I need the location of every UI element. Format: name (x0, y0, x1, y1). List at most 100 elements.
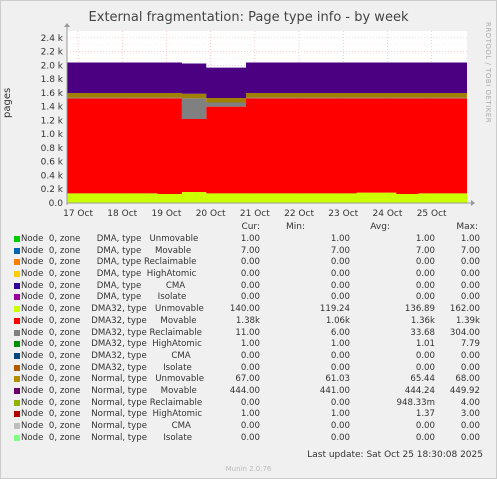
legend-row: Node 0, zone DMA, type CMA 0.00 0.00 0.00 0.… (0, 281, 497, 293)
munin-version: Munin 2.0.76 (225, 465, 272, 473)
legend-cur: 0.00 (240, 257, 260, 268)
area-series-0 (67, 191, 467, 203)
legend-min: 1.00 (330, 234, 350, 244)
legend-avg: 7.00 (415, 245, 435, 256)
legend-row: Node 0, zone DMA32, type CMA 0.00 0.00 0.00… (0, 351, 497, 363)
chart-title: External fragmentation: Page type info -… (88, 10, 409, 25)
legend-row: Node 0, zone Normal, type Movable 444.00 4… (0, 386, 497, 398)
legend-swatch (14, 376, 20, 383)
legend-min: 0.00 (330, 280, 350, 291)
legend-min: 7.00 (330, 245, 350, 256)
legend-swatch (14, 271, 20, 278)
legend-row: Node 0, zone DMA, type Unmovable 1.00 1.00… (0, 234, 497, 246)
legend-min: 0.00 (330, 257, 350, 268)
legend-swatch (14, 306, 20, 313)
legend-swatch (14, 399, 20, 406)
legend-avg: 1.36k (410, 315, 435, 326)
legend-swatch (14, 352, 20, 359)
legend-row: Node 0, zone DMA32, type Movable 1.38k 1.0… (0, 316, 497, 328)
legend-label: Node 0, zone Normal, type Unmovable (21, 374, 205, 385)
legend-min: 0.00 (330, 432, 350, 443)
legend-cur: 1.00 (240, 409, 260, 420)
y-tick-label: 0.2 k (41, 185, 64, 195)
legend-avg: 0.00 (415, 362, 435, 373)
legend-cur: 11.00 (235, 327, 260, 338)
legend-avg: 1.37 (415, 409, 435, 420)
legend-max: 0.00 (460, 257, 480, 268)
x-tick-label: 19 Oct (152, 209, 182, 219)
x-axis-arrow (471, 200, 475, 206)
legend-label: Node 0, zone DMA32, type Unmovable (21, 304, 204, 315)
legend-avg: 0.00 (415, 257, 435, 268)
x-tick-label: 25 Oct (417, 209, 447, 219)
legend-label: Node 0, zone Normal, type HighAtomic (21, 409, 203, 420)
y-tick-label: 1.2 k (41, 116, 64, 126)
legend-cur: 0.00 (240, 269, 260, 280)
legend-max: 0.00 (460, 421, 480, 431)
legend-label: Node 0, zone DMA, type CMA (21, 280, 186, 291)
legend-label: Node 0, zone DMA32, type Movable (21, 315, 197, 326)
legend-avg: 0.00 (415, 432, 435, 443)
legend-min: 0.00 (330, 292, 350, 303)
legend-swatch (14, 282, 20, 289)
legend-row: Node 0, zone Normal, type Unmovable 67.00… (0, 374, 497, 386)
x-tick-label: 22 Oct (284, 209, 314, 219)
legend-max: 1.00 (460, 234, 480, 244)
legend-row: Node 0, zone DMA32, type HighAtomic 1.00 1… (0, 339, 497, 351)
y-tick-label: 2.4 k (41, 34, 64, 44)
rrdtool-credit: RRDTOOL / TOBI OETIKER (484, 22, 492, 124)
legend-min: 0.00 (330, 421, 350, 431)
legend-swatch (14, 259, 20, 266)
y-tick-label: 1.6 k (41, 89, 64, 99)
legend-row: Node 0, zone Normal, type Reclaimable 0.0… (0, 398, 497, 410)
legend-max: 0.00 (460, 280, 480, 291)
legend-row: Node 0, zone DMA, type HighAtomic 0.00 0.0… (0, 269, 497, 281)
x-tick-label: 21 Oct (240, 209, 270, 219)
legend-label: Node 0, zone DMA, type HighAtomic (21, 269, 197, 280)
x-tick-label: 23 Oct (328, 209, 358, 219)
legend-row: Node 0, zone Normal, type CMA 0.00 0.00 0.0… (0, 421, 497, 433)
legend-swatch (14, 341, 20, 348)
legend-min: 61.03 (325, 374, 350, 385)
legend-cur: 1.00 (240, 234, 260, 244)
legend-swatch (14, 317, 20, 324)
legend-max: 0.00 (460, 292, 480, 303)
legend-min: 0.00 (330, 350, 350, 361)
legend-max: 0.00 (460, 350, 480, 361)
legend-min: 119.24 (319, 304, 350, 315)
legend-min: 6.00 (330, 327, 350, 338)
area-series-1 (67, 98, 467, 195)
y-tick-label: 0.8 k (41, 144, 64, 154)
y-tick-label: 2.2 k (41, 48, 64, 58)
legend-max: 68.00 (455, 374, 480, 385)
legend-header-max: Max: (456, 222, 478, 232)
y-tick-label: 1.0 k (41, 130, 64, 140)
legend-swatch (14, 247, 20, 254)
legend-avg: 0.00 (415, 269, 435, 280)
legend-avg: 0.00 (415, 421, 435, 431)
legend-max: 304.00 (449, 327, 480, 338)
legend-header-cur: Cur: (241, 222, 260, 232)
legend-avg: 0.00 (415, 350, 435, 361)
x-tick-label: 18 Oct (107, 209, 137, 219)
legend-max: 7.79 (460, 339, 480, 350)
legend-cur: 444.00 (229, 385, 260, 396)
last-update: Last update: Sat Oct 25 18:30:08 2025 (307, 450, 483, 460)
legend-label: Node 0, zone DMA32, type CMA (21, 350, 191, 361)
y-tick-label: 0.4 k (41, 171, 64, 181)
legend-cur: 1.00 (240, 339, 260, 350)
y-tick-label: 2.0 k (41, 61, 64, 71)
legend-label: Node 0, zone DMA32, type Reclaimable (21, 327, 202, 338)
legend-min: 1.00 (330, 339, 350, 350)
legend-label: Node 0, zone DMA, type Reclaimable (21, 257, 197, 268)
legend-max: 0.00 (460, 269, 480, 280)
legend-cur: 7.00 (240, 245, 260, 256)
legend-swatch (14, 329, 20, 336)
legend-row: Node 0, zone DMA, type Isolate 0.00 0.00 0.… (0, 292, 497, 304)
legend-min: 0.00 (330, 269, 350, 280)
legend-row: Node 0, zone Normal, type HighAtomic 1.00… (0, 409, 497, 421)
legend-swatch (14, 423, 20, 429)
legend-min: 1.00 (330, 409, 350, 420)
legend-min: 0.00 (330, 362, 350, 373)
legend-cur: 0.00 (240, 397, 260, 408)
